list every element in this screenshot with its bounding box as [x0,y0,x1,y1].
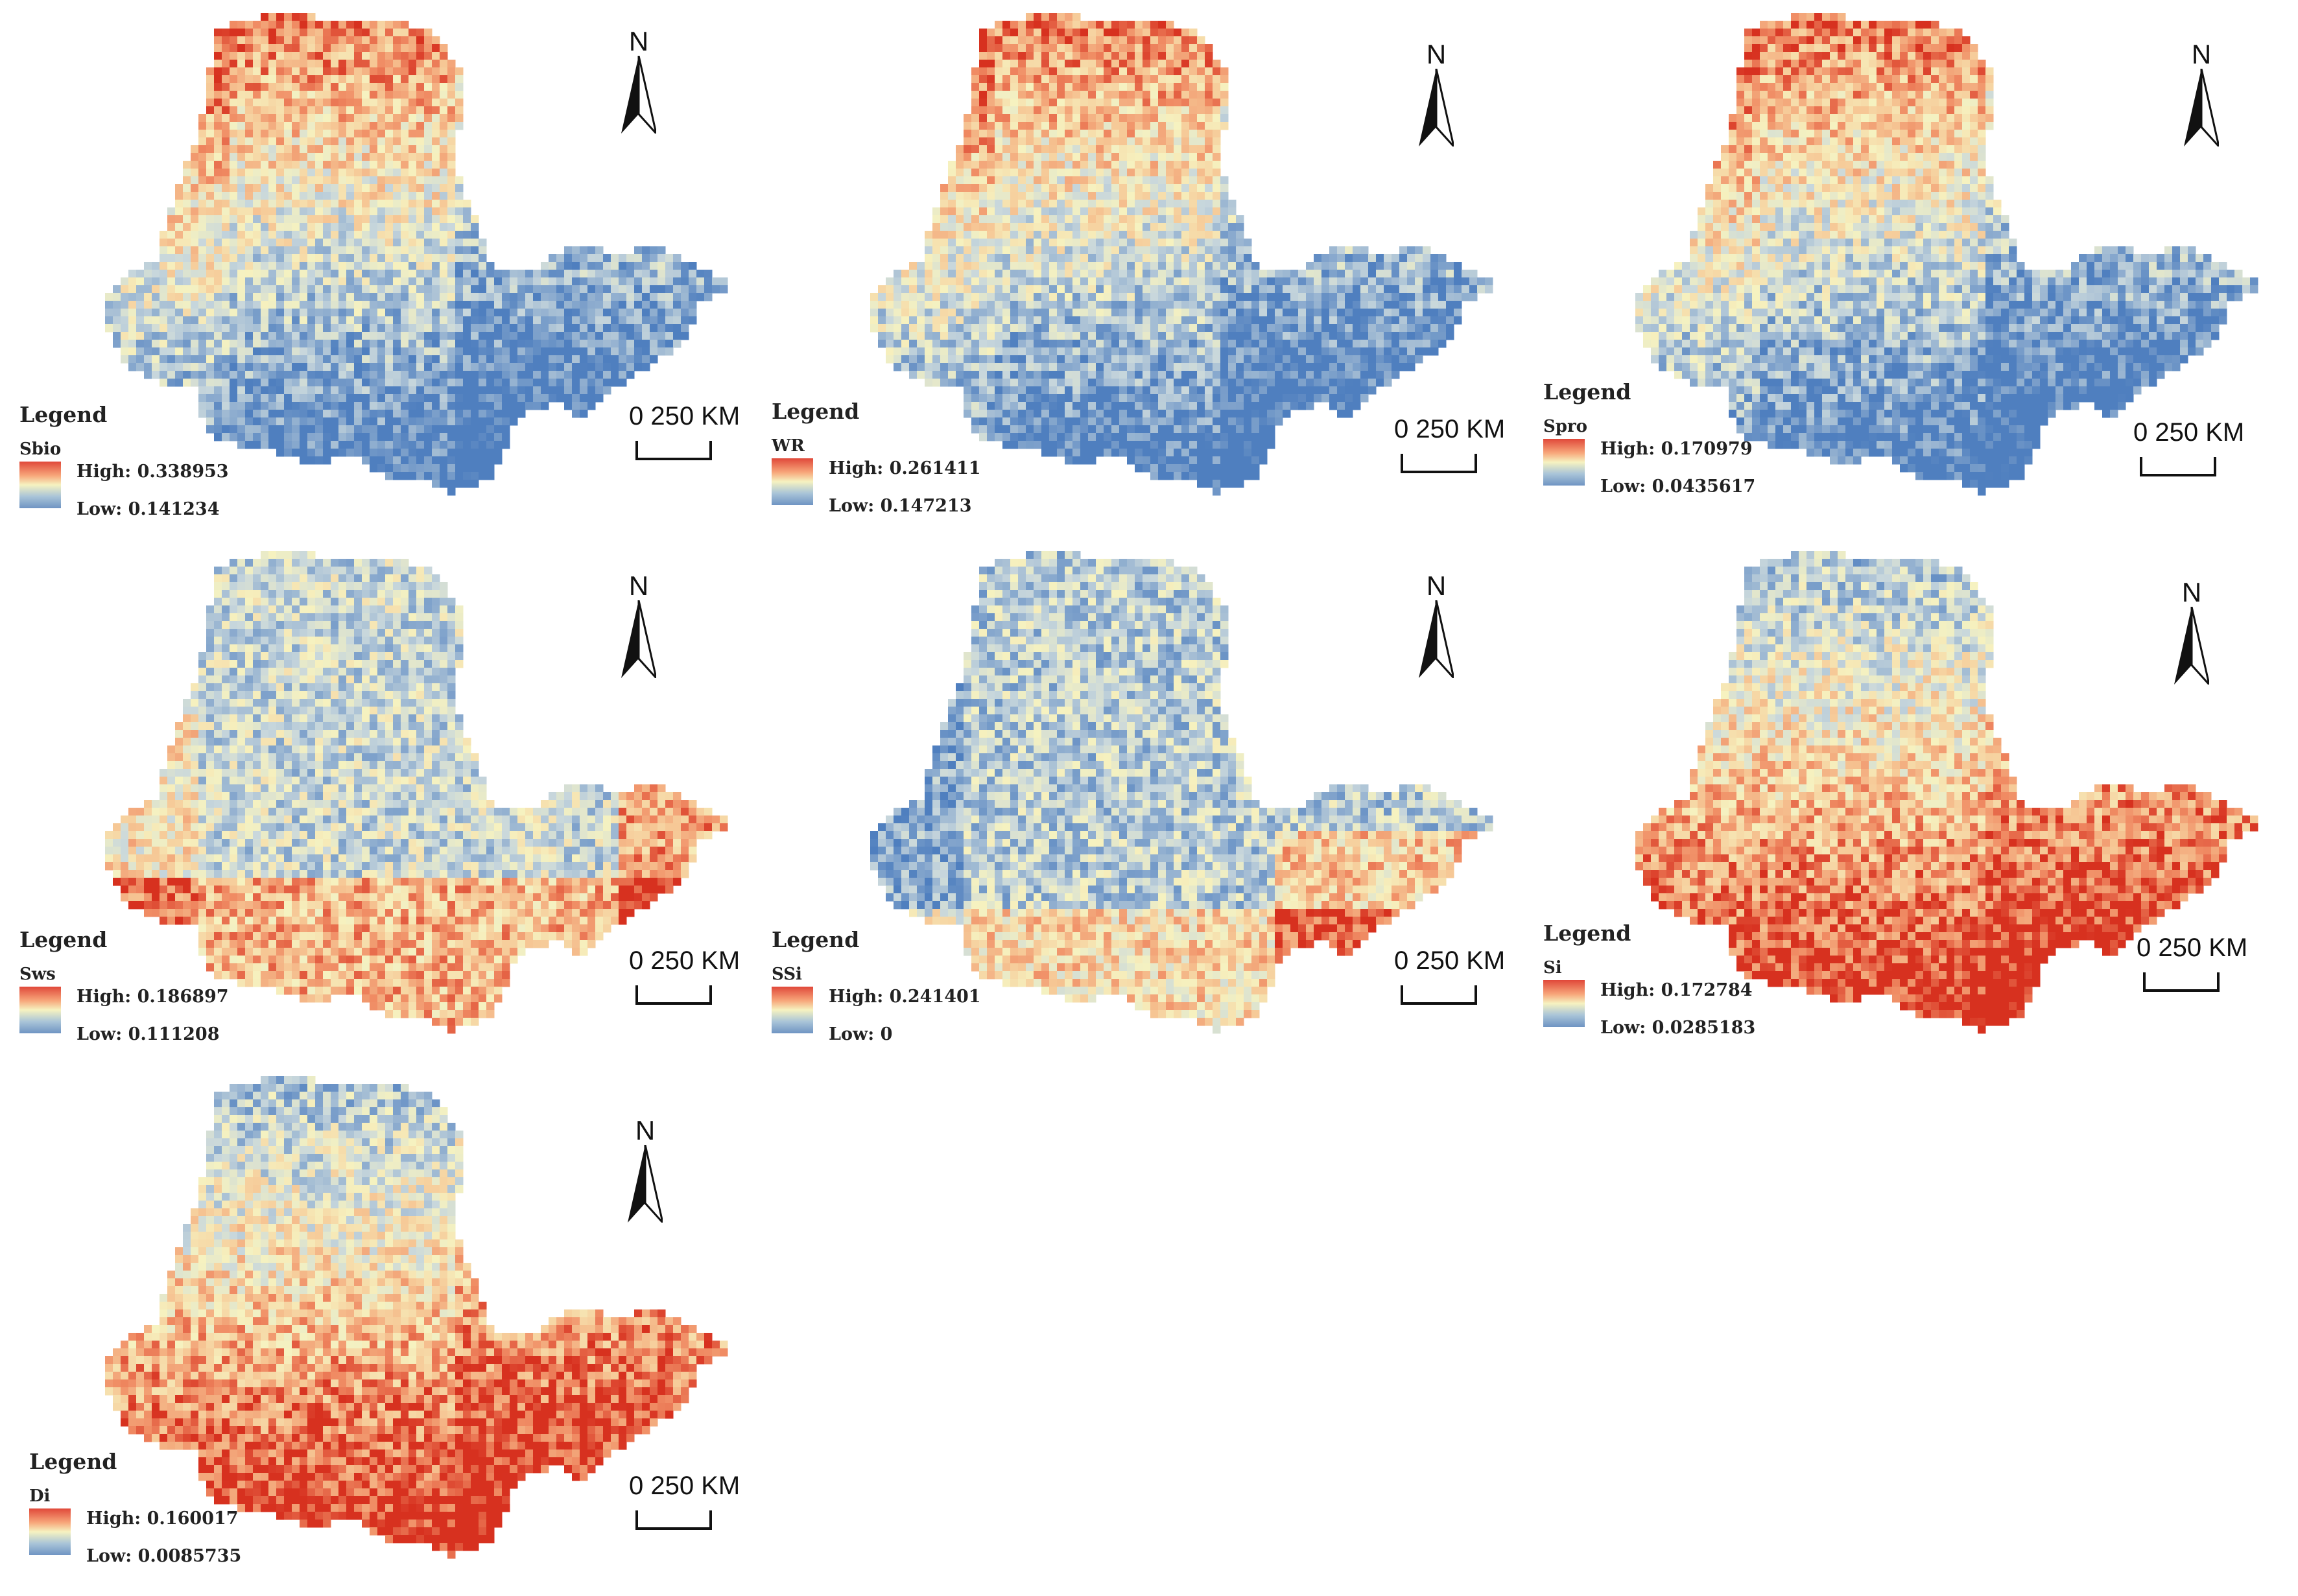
map-panel-sbio: N 0 250 KM Legend Sbio High: 0.338953 Lo… [0,0,765,532]
north-arrow-icon [621,600,656,678]
region-map-si [1635,551,2258,1034]
legend-color-ramp [19,462,61,508]
north-arrow: N [610,26,668,143]
scale-label: 0 250 KM [1394,415,1506,443]
region-map-ssi [870,551,1493,1034]
region-map-wr [870,13,1493,496]
map-legend: Legend Di High: 0.160017 Low: 0.0085735 [29,1449,302,1578]
map-panel-sws: N 0 250 KM Legend Sws High: 0.186897 Low… [0,538,765,1070]
north-label: N [628,570,649,601]
scale-bar: 0 250 KM [1394,415,1563,486]
map-panel-di: N 0 250 KM Legend Di High: 0.160017 Low:… [0,1063,765,1595]
legend-title: Legend [1543,921,1631,946]
raster-cells [105,551,728,1034]
legend-high: High: 0.261411 [829,458,981,478]
north-arrow-icon [1419,600,1454,678]
legend-title: Legend [1543,379,1631,405]
legend-low: Low: 0.147213 [829,496,972,516]
raster-cells [105,13,728,496]
north-arrow: N [1407,39,1465,156]
map-legend: Legend Sws High: 0.186897 Low: 0.111208 [19,927,292,1057]
map-legend: Legend Spro High: 0.170979 Low: 0.043561… [1543,379,1816,509]
legend-color-ramp [1543,439,1585,486]
legend-variable: WR [772,436,805,456]
legend-title: Legend [19,402,108,427]
legend-high: High: 0.186897 [77,987,229,1007]
region-map-sbio [105,13,728,496]
legend-color-ramp [1543,980,1585,1027]
north-label: N [635,1115,656,1145]
legend-high: High: 0.170979 [1600,439,1753,459]
raster-cells [870,551,1493,1034]
legend-variable: SSi [772,965,802,984]
scale-bar: 0 250 KM [629,946,798,1018]
map-panel-si: N 0 250 KM Legend Si High: 0.172784 Low:… [1530,538,2295,1070]
map-legend: Legend WR High: 0.261411 Low: 0.147213 [772,399,1044,528]
map-panel-wr: N 0 250 KM Legend WR High: 0.261411 Low:… [765,0,1530,532]
north-arrow-icon [621,56,656,134]
scale-bar: 0 250 KM [1394,946,1563,1018]
north-label: N [1426,39,1447,69]
region-map-di [105,1076,728,1559]
region-map-spro [1635,13,2258,496]
scale-label: 0 250 KM [1394,946,1506,975]
legend-title: Legend [19,927,108,952]
scale-bar: 0 250 KM [2137,933,2298,1005]
map-panel-spro: N 0 250 KM Legend Spro High: 0.170979 Lo… [1530,0,2295,532]
legend-title: Legend [29,1449,117,1474]
map-legend: Legend Si High: 0.172784 Low: 0.0285183 [1543,921,1816,1050]
map-legend: Legend SSi High: 0.241401 Low: 0 [772,927,1044,1057]
legend-title: Legend [772,927,860,952]
scale-label: 0 250 KM [2137,933,2248,962]
legend-variable: Spro [1543,417,1587,436]
legend-high: High: 0.160017 [86,1508,239,1529]
scale-bar: 0 250 KM [629,1472,798,1543]
legend-low: Low: 0.141234 [77,499,220,519]
legend-color-ramp [772,987,813,1033]
scale-label: 0 250 KM [2133,418,2245,447]
raster-cells [870,13,1493,496]
north-arrow: N [2172,39,2231,156]
scale-label: 0 250 KM [629,946,740,975]
scale-label: 0 250 KM [629,402,740,430]
scale-label: 0 250 KM [629,1472,740,1500]
legend-low: Low: 0.0085735 [86,1546,242,1566]
north-arrow: N [2162,577,2221,694]
north-arrow-icon [1419,69,1454,147]
scale-bar: 0 250 KM [629,402,798,473]
north-label: N [1426,570,1447,601]
north-label: N [2181,577,2202,607]
legend-color-ramp [29,1508,71,1555]
legend-high: High: 0.338953 [77,462,229,482]
north-arrow-icon [628,1145,663,1223]
scale-bar: 0 250 KM [2133,418,2298,489]
raster-cells [105,1076,728,1559]
legend-variable: Sbio [19,440,62,459]
legend-variable: Sws [19,965,56,984]
north-label: N [2191,39,2212,69]
north-arrow: N [1407,570,1465,687]
legend-low: Low: 0.0435617 [1600,476,1756,497]
legend-low: Low: 0 [829,1024,893,1044]
north-arrow-icon [2184,69,2219,147]
legend-color-ramp [19,987,61,1033]
legend-variable: Di [29,1486,51,1506]
legend-color-ramp [772,458,813,505]
north-label: N [628,26,649,56]
north-arrow-icon [2174,607,2209,685]
legend-title: Legend [772,399,860,424]
legend-high: High: 0.172784 [1600,980,1753,1000]
map-panel-ssi: N 0 250 KM Legend SSi High: 0.241401 Low… [765,538,1530,1070]
legend-low: Low: 0.0285183 [1600,1018,1756,1038]
map-legend: Legend Sbio High: 0.338953 Low: 0.141234 [19,402,292,532]
north-arrow: N [616,1115,674,1232]
legend-high: High: 0.241401 [829,987,981,1007]
region-map-sws [105,551,728,1034]
legend-low: Low: 0.111208 [77,1024,220,1044]
raster-cells [1635,551,2258,1034]
north-arrow: N [610,570,668,687]
raster-cells [1635,13,2258,496]
legend-variable: Si [1543,958,1562,978]
